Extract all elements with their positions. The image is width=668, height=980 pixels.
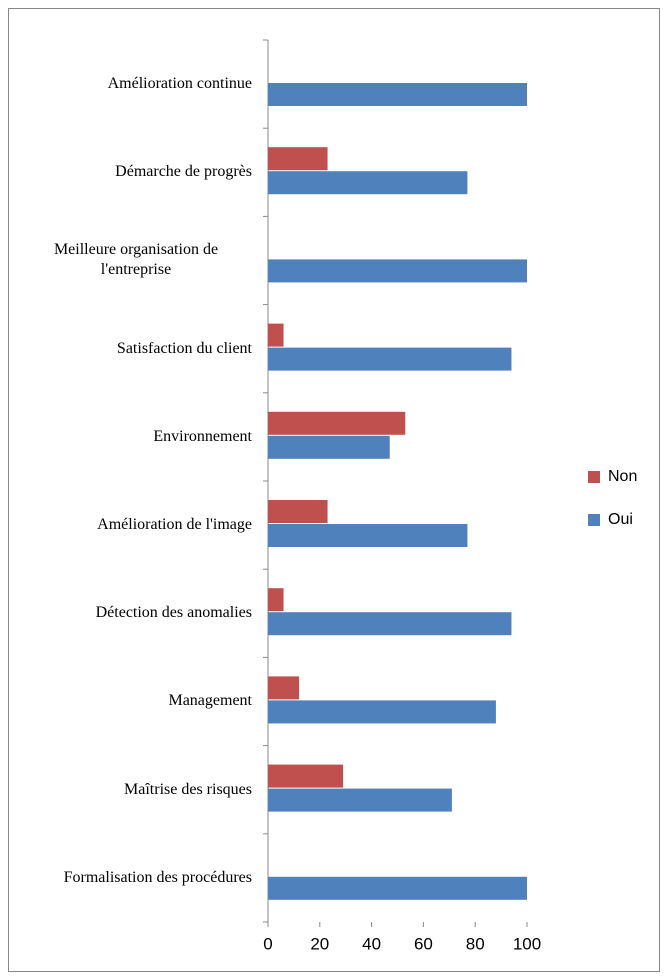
category-label-box: Formalisation des procédures — [10, 834, 252, 922]
category-label-box: Amélioration de l'image — [10, 481, 252, 569]
legend-swatch — [588, 471, 600, 483]
y-tick-label: Formalisation des procédures — [63, 868, 252, 886]
bar — [268, 83, 527, 106]
y-tick-label: Amélioration continue — [107, 75, 252, 93]
x-tick-label: 100 — [513, 934, 541, 953]
bar — [268, 500, 328, 523]
category-label-box: Amélioration continue — [10, 40, 252, 128]
y-tick-label: Maîtrise des risques — [124, 780, 252, 798]
y-tick-label: Management — [168, 692, 252, 710]
legend-label: Oui — [608, 511, 633, 528]
bar — [268, 676, 300, 700]
x-tick-label: 0 — [263, 934, 272, 953]
bar — [268, 764, 344, 788]
x-tick-label: 20 — [310, 934, 329, 953]
bar — [268, 788, 452, 812]
y-tick-label: Satisfaction du client — [116, 339, 252, 357]
legend-label: Non — [608, 468, 637, 485]
bar — [268, 147, 328, 171]
y-tick-label: Amélioration de l'image — [97, 516, 252, 534]
bar — [268, 171, 468, 195]
bar — [268, 323, 284, 347]
legend-swatch — [588, 514, 600, 526]
bar — [268, 347, 512, 371]
bar — [268, 876, 527, 900]
category-label-box: Meilleure organisation de l'entreprise — [10, 216, 252, 304]
category-label-box: Environnement — [10, 393, 252, 481]
category-label-box: Satisfaction du client — [10, 305, 252, 393]
bar — [268, 524, 468, 547]
category-label-box: Maîtrise des risques — [10, 746, 252, 834]
y-tick-label: Détection des anomalies — [95, 604, 252, 622]
x-tick-label: 60 — [414, 934, 433, 953]
bar — [268, 588, 284, 612]
bar — [268, 612, 512, 636]
y-tick-label: Démarche de progrès — [115, 163, 252, 181]
x-tick-label: 40 — [362, 934, 381, 953]
bar — [268, 435, 390, 459]
bar — [268, 700, 496, 724]
y-tick-label: Meilleure organisation de l'entreprise — [53, 241, 219, 279]
bar — [268, 259, 527, 283]
bar — [268, 411, 406, 435]
category-label-box: Démarche de progrès — [10, 128, 252, 216]
y-tick-label: Environnement — [153, 427, 252, 445]
category-label-box: Management — [10, 657, 252, 745]
x-tick-label: 80 — [466, 934, 485, 953]
category-label-box: Détection des anomalies — [10, 569, 252, 657]
